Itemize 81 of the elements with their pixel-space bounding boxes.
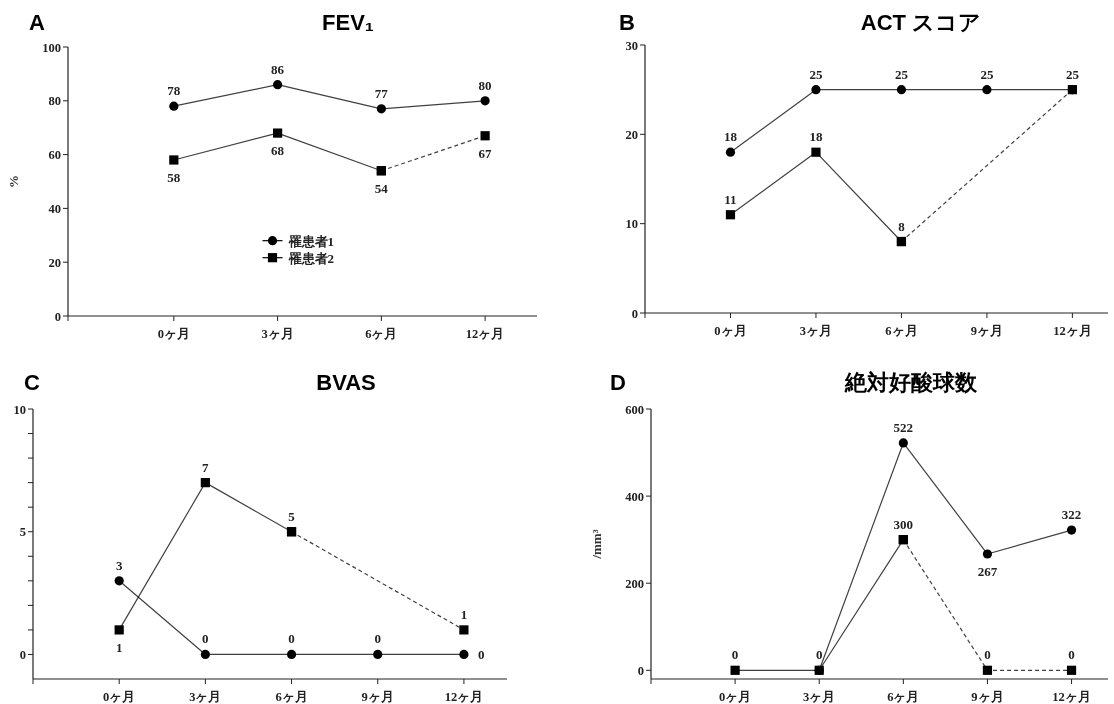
y-tick-label: 10 xyxy=(625,217,638,232)
data-label: 322 xyxy=(1061,507,1082,523)
data-label: 0 xyxy=(477,647,485,663)
x-tick-label: 6ヶ月 xyxy=(275,690,308,704)
y-tick-label: 30 xyxy=(625,38,638,53)
data-label: 1 xyxy=(115,639,123,655)
chart-title: BVAS xyxy=(316,370,376,395)
y-tick-label: 60 xyxy=(48,148,61,163)
y-tick-label: 20 xyxy=(625,127,638,142)
legend-label: 罹患者2 xyxy=(287,250,334,266)
data-label: 3 xyxy=(115,557,123,573)
y-tick-label: 400 xyxy=(625,489,644,504)
data-label: 11 xyxy=(724,191,737,207)
y-tick-label: 600 xyxy=(625,402,644,417)
y-tick-label: 100 xyxy=(42,40,61,55)
data-label: 0 xyxy=(374,631,381,647)
data-label: 77 xyxy=(374,85,389,101)
data-label: 0 xyxy=(731,647,739,663)
data-label: 5 xyxy=(288,508,296,524)
y-tick-label: 5 xyxy=(19,525,26,540)
x-tick-label: 9ヶ月 xyxy=(361,690,394,704)
x-tick-label: 0ヶ月 xyxy=(103,690,136,704)
text: B xyxy=(619,10,635,35)
data-label: 58 xyxy=(167,169,181,185)
data-label: 300 xyxy=(893,516,914,532)
chart-title: 絶対好酸球数 xyxy=(844,370,978,395)
data-label: 0 xyxy=(815,647,823,663)
x-tick-label: 3ヶ月 xyxy=(799,324,833,338)
data-label: 1 xyxy=(460,606,468,622)
data-label: 18 xyxy=(723,129,738,145)
data-label: 0 xyxy=(202,631,209,647)
y-tick-label: 80 xyxy=(48,94,61,109)
x-tick-label: 3ヶ月 xyxy=(261,327,294,341)
x-tick-label: 12ヶ月 xyxy=(1053,324,1092,338)
data-label: 522 xyxy=(893,419,914,435)
y-axis-title: /mm³ xyxy=(589,529,604,560)
x-tick-label: 12ヶ月 xyxy=(444,690,484,704)
y-tick-label: 20 xyxy=(48,255,61,270)
text: D xyxy=(610,370,626,395)
data-label: 18 xyxy=(809,129,823,145)
text: C xyxy=(24,370,41,395)
x-tick-label: 9ヶ月 xyxy=(971,690,1004,704)
data-label: 25 xyxy=(980,66,994,82)
y-tick-label: 0 xyxy=(54,309,61,324)
data-label: 78 xyxy=(167,83,181,99)
data-label: 25 xyxy=(1065,66,1080,82)
x-tick-label: 3ヶ月 xyxy=(803,690,836,704)
y-tick-label: 200 xyxy=(625,576,644,591)
y-axis-title: % xyxy=(6,175,21,188)
x-tick-label: 0ヶ月 xyxy=(714,324,747,338)
data-label: 25 xyxy=(894,66,909,82)
data-label: 8 xyxy=(898,218,906,234)
y-tick-label: 0 xyxy=(19,647,26,662)
x-tick-label: 3ヶ月 xyxy=(189,690,222,704)
data-label: 54 xyxy=(374,180,389,196)
legend-label: 罹患者1 xyxy=(287,233,334,249)
data-label: 25 xyxy=(809,66,823,82)
data-label: 68 xyxy=(271,143,285,159)
x-tick-label: 6ヶ月 xyxy=(365,327,398,341)
data-label: 86 xyxy=(271,61,285,77)
data-label: 267 xyxy=(977,564,998,580)
y-tick-label: 40 xyxy=(48,201,61,216)
y-tick-label: 0 xyxy=(637,663,644,678)
x-tick-label: 12ヶ月 xyxy=(465,327,505,341)
data-label: 80 xyxy=(478,77,492,93)
x-tick-label: 0ヶ月 xyxy=(157,327,190,341)
chart-title: ACT スコア xyxy=(860,10,982,35)
data-label: 0 xyxy=(288,631,295,647)
data-label: 67 xyxy=(478,145,493,161)
data-label: 7 xyxy=(202,459,210,475)
x-tick-label: 0ヶ月 xyxy=(718,690,752,704)
y-tick-label: 10 xyxy=(13,402,26,417)
data-label: 0 xyxy=(984,647,991,663)
y-tick-label: 0 xyxy=(631,306,638,321)
chart-title: FEV₁ xyxy=(322,10,374,35)
x-tick-label: 6ヶ月 xyxy=(885,324,918,338)
x-tick-label: 6ヶ月 xyxy=(887,690,920,704)
x-tick-label: 9ヶ月 xyxy=(970,324,1004,338)
x-tick-label: 12ヶ月 xyxy=(1052,690,1091,704)
data-label: 0 xyxy=(1068,647,1075,663)
text: A xyxy=(29,10,46,35)
